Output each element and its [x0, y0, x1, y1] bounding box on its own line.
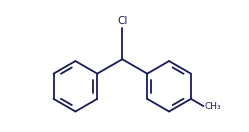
Text: Cl: Cl [117, 16, 127, 26]
Text: CH₃: CH₃ [204, 102, 221, 111]
